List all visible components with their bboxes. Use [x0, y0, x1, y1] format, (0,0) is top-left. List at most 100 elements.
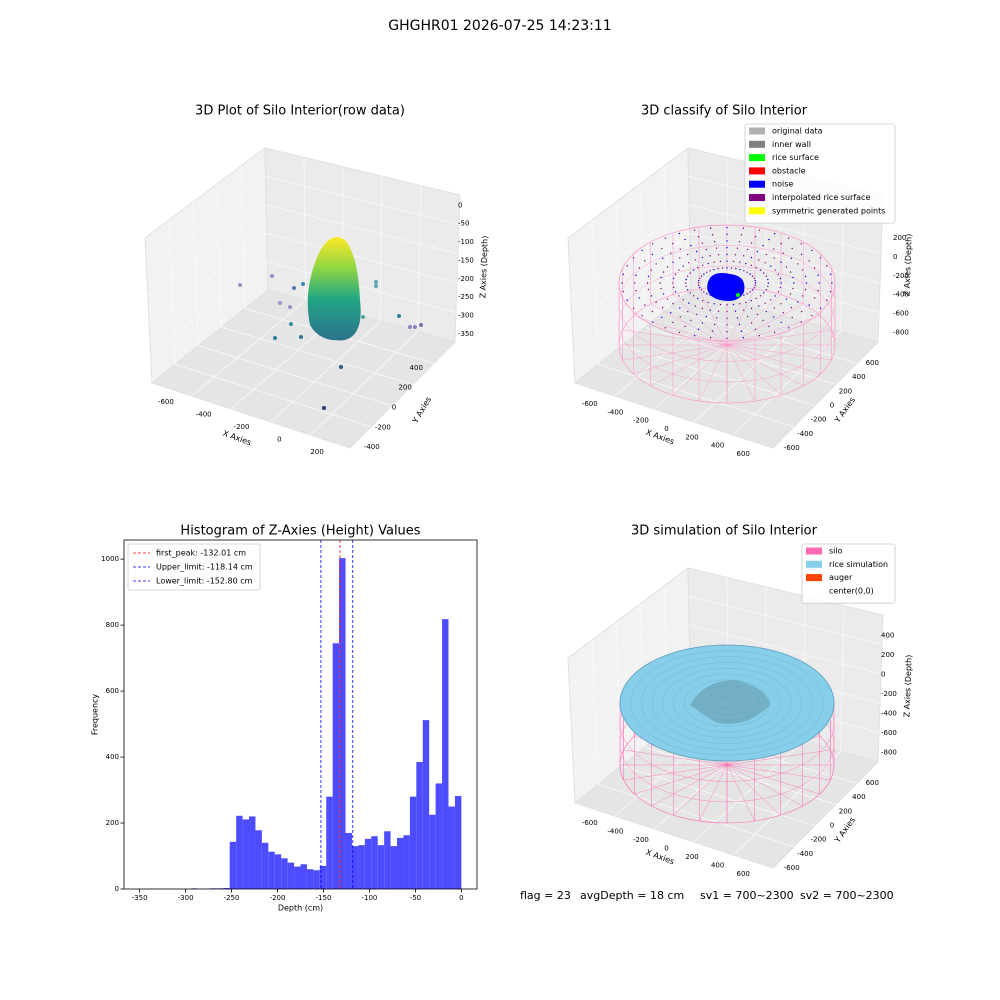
- sim-point: [702, 299, 704, 302]
- sim-point: [717, 254, 720, 256]
- sim-point: [707, 301, 709, 304]
- sim-point: [767, 285, 769, 288]
- pane-grid: [266, 232, 458, 284]
- pane-grid: [614, 300, 729, 397]
- sim-point: [734, 254, 737, 256]
- outlier-point: [322, 406, 326, 410]
- sim-point: [755, 297, 757, 300]
- sim-point: [697, 266, 699, 269]
- sim-point: [659, 282, 661, 284]
- sim-point: [780, 282, 782, 284]
- silo-top: [618, 224, 836, 342]
- sim-point: [829, 290, 832, 293]
- sim-point: [685, 285, 687, 288]
- pane-grid: [591, 219, 599, 365]
- x-tick-label: 0: [459, 894, 463, 902]
- sim-point: [759, 269, 762, 271]
- sim-point: [739, 268, 741, 271]
- x-tick-label: 400: [711, 442, 724, 450]
- rice-grid: [630, 650, 824, 756]
- sim-point: [789, 293, 792, 295]
- legend-swatch: [806, 547, 822, 555]
- pane-grid: [216, 183, 222, 328]
- sim-point: [800, 243, 802, 245]
- sim-point: [622, 290, 625, 293]
- silo-wire: [672, 294, 728, 346]
- sim-point: [715, 247, 718, 249]
- sim-point: [743, 270, 745, 272]
- sim-point: [672, 303, 674, 305]
- x-tick-label: -200: [633, 836, 649, 844]
- y-tick-label: 400: [106, 753, 119, 761]
- rice-grid: [651, 662, 803, 744]
- figure-title: GHGHR01 2026-07-25 14:23:11: [388, 18, 611, 34]
- sim-point: [735, 267, 737, 270]
- sim-point: [697, 282, 700, 284]
- sim-point: [672, 321, 674, 324]
- silo-wire: [726, 749, 831, 766]
- pane-grid: [644, 326, 837, 385]
- z-tick-label: 400: [881, 632, 894, 640]
- sim-point: [699, 277, 701, 280]
- bar: [319, 865, 327, 889]
- sim-point: [650, 295, 653, 297]
- sim-point: [811, 314, 813, 317]
- sim-point: [713, 268, 715, 271]
- legend-box: [744, 123, 896, 224]
- sim-point: [726, 260, 728, 262]
- bar: [345, 832, 352, 889]
- sim-point: [790, 257, 793, 260]
- z-tick-label: -350: [458, 330, 474, 338]
- rice-grid: [641, 656, 813, 750]
- sim-point: [684, 325, 686, 328]
- sim-point: [818, 282, 820, 284]
- pane-grid: [147, 204, 267, 297]
- x-tick-label: -200: [270, 894, 286, 902]
- pane-grid: [598, 364, 795, 428]
- outlier-point: [301, 282, 305, 286]
- rice-grid: [684, 679, 771, 727]
- sim-point: [762, 244, 764, 247]
- bar: [416, 762, 423, 889]
- sim-point: [674, 273, 677, 275]
- y-tick-label: 800: [106, 621, 119, 629]
- sim-point: [763, 272, 765, 274]
- sim-point: [655, 263, 657, 265]
- legend-label: symmetric generated points: [772, 206, 885, 215]
- sim-point: [672, 242, 674, 245]
- silo-wire: [726, 764, 755, 822]
- y-tick-label: 400: [852, 373, 865, 381]
- sim-point: [768, 325, 770, 328]
- sim-point: [734, 310, 737, 312]
- sim-point: [650, 269, 653, 271]
- axis-label: Z Axies (Depth): [478, 236, 489, 299]
- sim-point: [689, 272, 691, 274]
- bar: [403, 835, 410, 889]
- x-tick-label: 200: [310, 448, 323, 456]
- sim-point: [717, 310, 720, 312]
- sim-point: [804, 288, 807, 291]
- pane-grid: [310, 331, 418, 436]
- bar: [364, 838, 372, 889]
- sim-point: [791, 247, 793, 250]
- x-tick-label: -250: [224, 894, 240, 902]
- sim-point: [726, 310, 728, 313]
- z-tick-label: -400: [881, 709, 897, 717]
- sim-point: [726, 233, 728, 235]
- sim-point: [644, 304, 646, 306]
- sim-point: [754, 328, 757, 331]
- sim-point: [746, 315, 749, 318]
- bar: [448, 806, 455, 889]
- x-tick-label: 0: [664, 845, 668, 853]
- y-tick-label: 200: [839, 807, 852, 815]
- sim-point: [779, 286, 782, 289]
- sim-point: [756, 250, 759, 253]
- axis-label: X Axies: [645, 428, 676, 447]
- sim-point: [797, 301, 799, 303]
- legend-label: first_peak: -132.01 cm: [156, 549, 246, 558]
- sim-point: [646, 282, 649, 284]
- sim-point: [753, 277, 755, 280]
- sim-point: [780, 242, 782, 245]
- y-tick-label: 0: [830, 402, 834, 410]
- sim-point: [732, 260, 735, 263]
